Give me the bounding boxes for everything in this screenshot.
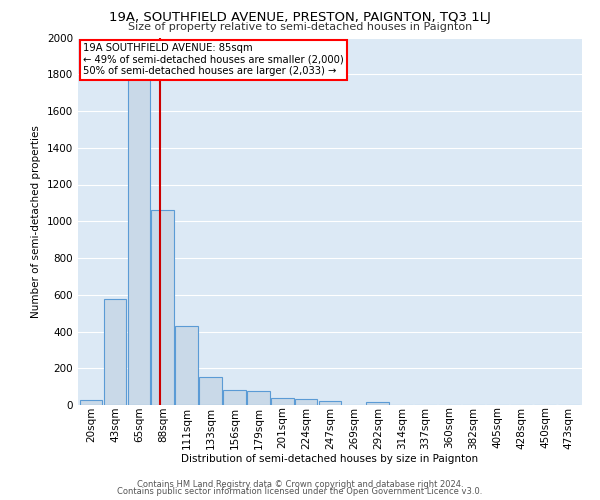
Bar	[199, 376, 222, 405]
Text: 19A SOUTHFIELD AVENUE: 85sqm
← 49% of semi-detached houses are smaller (2,000)
5: 19A SOUTHFIELD AVENUE: 85sqm ← 49% of se…	[83, 43, 344, 76]
X-axis label: Distribution of semi-detached houses by size in Paignton: Distribution of semi-detached houses by …	[181, 454, 479, 464]
Text: Contains HM Land Registry data © Crown copyright and database right 2024.: Contains HM Land Registry data © Crown c…	[137, 480, 463, 489]
Bar	[175, 326, 198, 405]
Bar	[104, 300, 127, 405]
Bar	[271, 398, 293, 405]
Y-axis label: Number of semi-detached properties: Number of semi-detached properties	[31, 125, 41, 318]
Bar	[319, 402, 341, 405]
Bar	[151, 210, 174, 405]
Text: Size of property relative to semi-detached houses in Paignton: Size of property relative to semi-detach…	[128, 22, 472, 32]
Bar	[367, 402, 389, 405]
Text: Contains public sector information licensed under the Open Government Licence v3: Contains public sector information licen…	[118, 488, 482, 496]
Bar	[295, 398, 317, 405]
Text: 19A, SOUTHFIELD AVENUE, PRESTON, PAIGNTON, TQ3 1LJ: 19A, SOUTHFIELD AVENUE, PRESTON, PAIGNTO…	[109, 11, 491, 24]
Bar	[80, 400, 103, 405]
Bar	[128, 62, 150, 405]
Bar	[223, 390, 246, 405]
Bar	[247, 391, 269, 405]
